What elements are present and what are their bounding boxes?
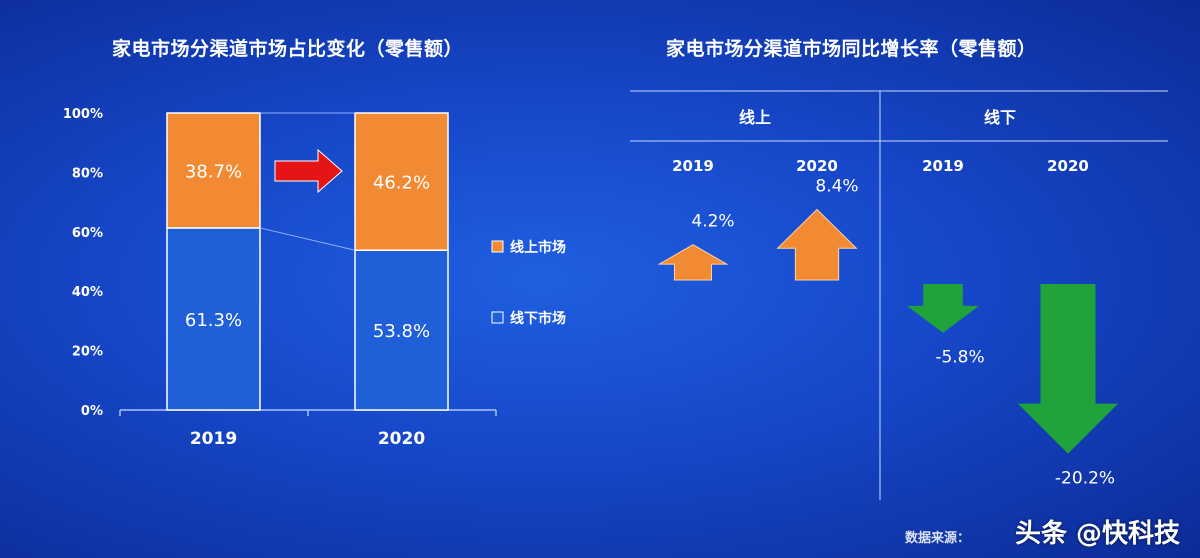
bar-online-2020	[354, 112, 449, 251]
bar-online-label: 38.7%	[185, 161, 242, 182]
growth-value-label: 8.4%	[815, 176, 858, 196]
bar-offline-label: 53.8%	[373, 321, 430, 342]
bar-online-2019	[166, 112, 261, 229]
y-tick-label: 80%	[72, 166, 103, 181]
year-label: 2020	[1047, 157, 1089, 175]
y-tick-label: 20%	[72, 345, 103, 360]
group-label-online: 线上	[739, 108, 771, 127]
x-tick-label: 2019	[190, 429, 237, 449]
legend-label-offline: 线下市场	[510, 310, 566, 327]
year-label: 2020	[796, 157, 838, 175]
growth-up-arrow-icon	[776, 208, 858, 281]
growth-value-label: -20.2%	[1055, 469, 1115, 489]
legend-swatch-offline	[491, 311, 504, 324]
right-chart-title: 家电市场分渠道市场同比增长率（零售额）	[666, 38, 1037, 60]
x-tick-label: 2020	[378, 429, 425, 449]
y-tick-label: 60%	[72, 226, 103, 241]
shift-arrow-icon	[274, 148, 343, 194]
y-tick-label: 40%	[72, 285, 103, 300]
left-chart-title: 家电市场分渠道市场占比变化（零售额）	[112, 38, 464, 60]
bar-offline-label: 61.3%	[185, 310, 242, 331]
y-tick-label: 0%	[81, 404, 103, 419]
watermark: 头条 @快科技	[1014, 519, 1180, 549]
bar-offline-2020	[354, 249, 449, 411]
connector-split	[259, 227, 356, 251]
legend-label-online: 线上市场	[510, 239, 566, 256]
group-label-offline: 线下	[984, 108, 1016, 127]
legend-swatch-online	[491, 240, 504, 253]
growth-down-arrow-icon	[906, 284, 980, 333]
bar-online-label: 46.2%	[373, 173, 430, 194]
growth-value-label: 4.2%	[691, 212, 734, 232]
y-tick-label: 100%	[63, 107, 103, 122]
data-source-label: 数据来源：	[905, 531, 971, 546]
growth-down-arrow-icon	[1018, 284, 1118, 454]
year-label: 2019	[922, 157, 964, 175]
growth-up-arrow-icon	[657, 244, 729, 281]
year-label: 2019	[672, 157, 714, 175]
growth-value-label: -5.8%	[935, 348, 984, 368]
